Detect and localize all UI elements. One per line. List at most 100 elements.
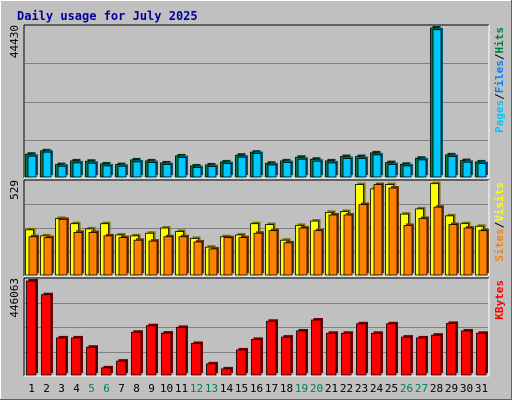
bar-pages — [477, 161, 488, 178]
bar-pages — [327, 160, 338, 178]
bar-sites — [43, 235, 54, 276]
bar-pages — [57, 164, 68, 178]
bar-kbytes — [401, 335, 413, 376]
x-tick-label: 17 — [265, 382, 278, 395]
bar-sites — [73, 230, 84, 276]
bar-sites — [388, 186, 399, 276]
x-tick-label: 24 — [370, 382, 384, 395]
bar-sites — [223, 235, 234, 276]
x-tick-label: 15 — [235, 382, 248, 395]
bar-sites — [118, 235, 129, 276]
x-tick-label: 4 — [73, 382, 80, 395]
bar-kbytes — [116, 359, 128, 376]
bar-kbytes — [386, 321, 398, 376]
bar-kbytes — [416, 335, 428, 376]
bar-sites — [403, 223, 414, 276]
legend-hits: Hits — [493, 27, 506, 54]
x-tick-label: 9 — [148, 382, 155, 395]
legend-separator: / — [493, 93, 506, 100]
bar-kbytes — [221, 366, 233, 376]
bar-sites — [313, 228, 324, 276]
x-tick-label: 2 — [43, 382, 50, 395]
bar-kbytes — [41, 292, 53, 376]
y-max-label-visits: 529 — [8, 180, 21, 200]
x-tick-label: 27 — [415, 382, 428, 395]
y-max-label-kbytes: 446063 — [8, 278, 21, 318]
x-tick-label: 11 — [175, 382, 188, 395]
y-max-label-hits: 44430 — [8, 25, 21, 58]
x-tick-label: 29 — [445, 382, 458, 395]
x-tick-label: 28 — [430, 382, 443, 395]
x-tick-label: 18 — [280, 382, 293, 395]
bar-pages — [357, 156, 368, 178]
bar-pages — [177, 155, 188, 178]
x-tick-label: 6 — [103, 382, 110, 395]
bar-pages — [462, 160, 473, 178]
bar-kbytes — [71, 335, 83, 376]
bar-pages — [297, 157, 308, 178]
legend-pages: Pages — [493, 100, 506, 133]
bar-kbytes — [356, 321, 368, 376]
bar-kbytes — [461, 328, 473, 376]
bar-sites — [133, 238, 144, 276]
bar-sites — [148, 239, 159, 276]
bar-sites — [58, 217, 69, 276]
bar-sites — [253, 231, 264, 276]
x-tick-label: 25 — [385, 382, 398, 395]
bar-sites — [343, 213, 354, 276]
x-tick-label: 21 — [325, 382, 338, 395]
legend-sites: Sites — [493, 228, 506, 261]
bar-pages — [372, 152, 383, 178]
bar-kbytes — [86, 345, 98, 376]
bar-kbytes — [251, 337, 263, 376]
bar-sites — [433, 205, 444, 276]
bar-pages — [207, 164, 218, 178]
bar-pages — [102, 163, 113, 178]
bar-kbytes — [476, 331, 488, 376]
chart-title: Daily usage for July 2025 — [17, 9, 198, 23]
bar-kbytes — [341, 331, 353, 376]
bar-kbytes — [176, 325, 188, 376]
bar-sites — [463, 226, 474, 276]
x-tick-label: 1 — [28, 382, 35, 395]
legend-separator: / — [493, 53, 506, 60]
bar-kbytes — [281, 335, 293, 376]
bar-sites — [298, 226, 309, 276]
bar-kbytes — [146, 323, 158, 376]
bar-kbytes — [236, 347, 248, 376]
bar-pages — [72, 160, 83, 178]
bar-kbytes — [326, 331, 338, 376]
x-tick-label: 14 — [220, 382, 234, 395]
x-tick-label: 30 — [460, 382, 473, 395]
bar-pages — [87, 161, 98, 178]
legend-kbytes: KBytes — [493, 280, 506, 320]
legend-files: Files — [493, 60, 506, 93]
x-tick-label: 26 — [400, 382, 413, 395]
bar-sites — [193, 239, 204, 276]
bar-pages — [132, 159, 143, 178]
bar-sites — [328, 213, 339, 276]
bar-sites — [163, 234, 174, 276]
x-tick-label: 22 — [340, 382, 353, 395]
bar-pages — [267, 162, 278, 178]
bar-pages — [147, 160, 158, 178]
bar-kbytes — [296, 328, 308, 376]
legend-kbytes: KBytes — [493, 280, 506, 320]
x-tick-label: 10 — [160, 382, 173, 395]
bar-sites — [103, 233, 114, 276]
bar-pages — [192, 165, 203, 178]
bar-sites — [238, 235, 249, 276]
x-tick-label: 16 — [250, 382, 263, 395]
x-tick-label: 7 — [118, 382, 125, 395]
bar-kbytes — [371, 331, 383, 376]
bar-kbytes — [161, 331, 173, 376]
bar-pages — [252, 151, 263, 178]
bar-sites — [178, 234, 189, 276]
bar-pages — [402, 163, 413, 178]
legend-sites-visits: Sites/Visits — [493, 182, 506, 262]
bar-sites — [28, 234, 39, 276]
bar-kbytes — [26, 279, 38, 376]
bar-sites — [283, 240, 294, 276]
bar-kbytes — [446, 321, 458, 376]
